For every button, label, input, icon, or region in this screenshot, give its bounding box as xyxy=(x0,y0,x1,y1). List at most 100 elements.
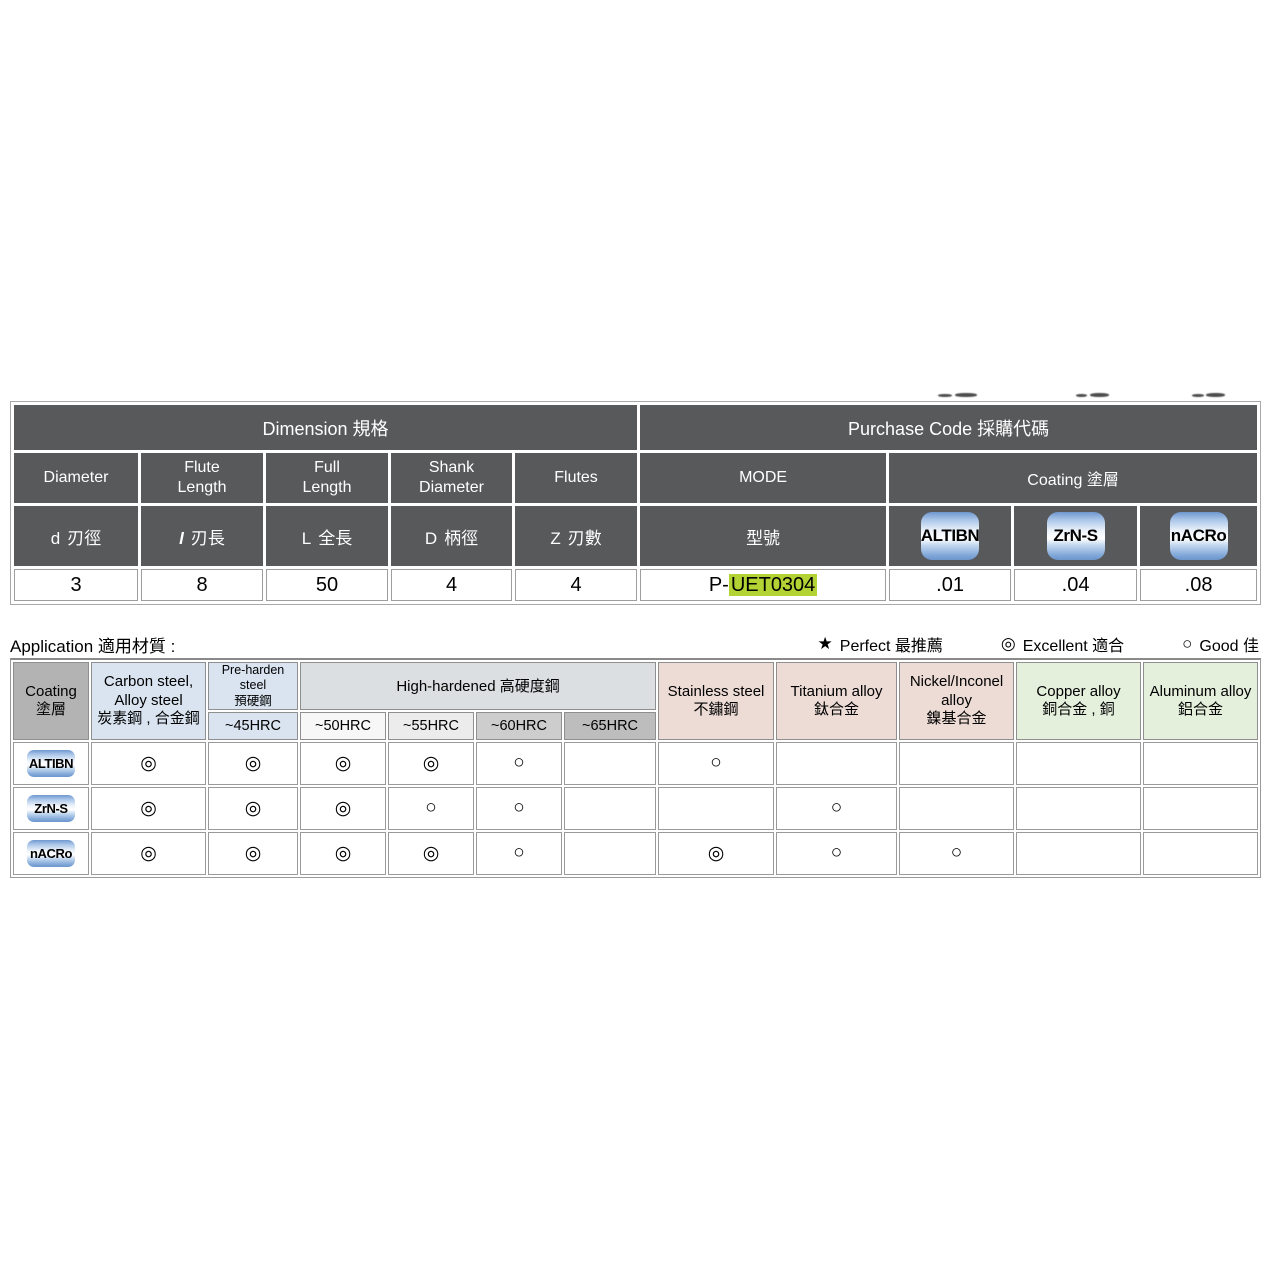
rating-cell: ◎ xyxy=(208,786,298,830)
rating-cell xyxy=(899,786,1015,830)
header-65hrc: ~65HRC xyxy=(564,711,657,740)
rating-cell: ◎ xyxy=(91,786,206,830)
full-length-value: 50 xyxy=(266,569,388,601)
header-copper-alloy: Copper alloy 銅合金 , 銅 xyxy=(1016,662,1142,740)
unit-header-d: d 刃徑 xyxy=(14,506,138,566)
unit-header-Z: Z 刃數 xyxy=(515,506,638,566)
rating-cell xyxy=(564,741,657,785)
cropped-image-remnant xyxy=(938,394,952,397)
rating-cell xyxy=(658,786,775,830)
purchase-code-nacro: .08 xyxy=(1140,569,1258,601)
header-high-hardened: High-hardened 高硬度鋼 xyxy=(300,662,657,710)
legend-label-good: Good 佳 xyxy=(1199,638,1259,655)
cropped-image-remnant xyxy=(1090,393,1109,397)
column-header-diameter: Diameter xyxy=(14,453,138,503)
circle-icon: ○ xyxy=(1182,634,1193,653)
coating-badge-zrn-s: ZrN-S xyxy=(1046,512,1105,560)
cropped-image-remnant xyxy=(1206,393,1225,397)
rating-cell: ◎ xyxy=(658,831,775,875)
rating-cell: ◎ xyxy=(91,831,206,875)
flutes-value: 4 xyxy=(515,569,638,601)
application-row-altibn: ALTIBN ◎ ◎ ◎ ◎ ○ ○ xyxy=(13,741,1259,785)
header-coating: Coating 塗層 xyxy=(13,662,89,740)
coating-column-zrn-s: ZrN-S xyxy=(1014,506,1138,566)
rating-cell xyxy=(1016,741,1142,785)
application-row-nacro: nACRo ◎ ◎ ◎ ◎ ○ ◎ ○ ○ xyxy=(13,831,1259,875)
rating-cell: ◎ xyxy=(300,741,386,785)
unit-header-D: D 柄徑 xyxy=(391,506,512,566)
rating-cell: ○ xyxy=(776,786,898,830)
rating-cell: ○ xyxy=(388,786,474,830)
rating-cell: ○ xyxy=(658,741,775,785)
rating-cell: ○ xyxy=(476,741,562,785)
symbol-D: D xyxy=(424,528,438,548)
coating-badge-cell: ZrN-S xyxy=(13,786,89,830)
column-header-mode: MODE xyxy=(640,453,887,503)
mode-prefix: P- xyxy=(708,573,729,596)
rating-cell xyxy=(899,741,1015,785)
coating-badge-cell: ALTIBN xyxy=(13,741,89,785)
application-title: Application 適用材質 : xyxy=(10,637,176,656)
rating-cell: ○ xyxy=(776,831,898,875)
coating-badge-cell: nACRo xyxy=(13,831,89,875)
coating-column-altibn: ALTIBN xyxy=(889,506,1012,566)
star-icon: ★ xyxy=(817,634,833,653)
header-45hrc: ~45HRC xyxy=(208,711,298,740)
unit-header-l: l 刃長 xyxy=(141,506,263,566)
rating-cell xyxy=(1143,741,1259,785)
rating-cell: ○ xyxy=(476,831,562,875)
column-header-coating: Coating 塗層 xyxy=(889,453,1258,503)
double-circle-icon: ◎ xyxy=(1000,634,1016,653)
header-nickel-inconel-alloy: Nickel/Inconel alloy 鎳基合金 xyxy=(899,662,1015,740)
legend-item-perfect: ★ Perfect 最推薦 xyxy=(818,632,943,656)
column-header-flute-length: Flute Length xyxy=(141,453,263,503)
group-header-dimension: Dimension 規格 xyxy=(14,405,638,450)
rating-cell: ◎ xyxy=(208,831,298,875)
column-header-full-length: Full Length xyxy=(266,453,388,503)
rating-cell xyxy=(564,831,657,875)
rating-cell: ◎ xyxy=(300,831,386,875)
column-header-shank-diameter: Shank Diameter xyxy=(391,453,512,503)
application-table: Coating 塗層 Carbon steel, Alloy steel 炭素鋼… xyxy=(10,658,1262,878)
cropped-image-remnant xyxy=(1076,394,1087,397)
legend-label-perfect: Perfect 最推薦 xyxy=(839,638,943,655)
header-aluminum-alloy: Aluminum alloy 鋁合金 xyxy=(1143,662,1259,740)
cropped-image-remnant xyxy=(1192,394,1204,397)
header-60hrc: ~60HRC xyxy=(476,711,562,740)
rating-cell xyxy=(564,786,657,830)
header-preharden-steel: Pre-harden steel 預硬鋼 xyxy=(208,662,298,710)
coating-badge-altibn: ALTIBN xyxy=(921,512,980,560)
rating-cell: ◎ xyxy=(388,741,474,785)
rating-cell xyxy=(1016,831,1142,875)
mode-value: P- UET0304 xyxy=(640,569,887,601)
symbol-L: L xyxy=(301,528,312,548)
rating-cell: ◎ xyxy=(300,786,386,830)
cropped-image-remnant xyxy=(955,393,977,397)
legend-item-excellent: ◎ Excellent 適合 xyxy=(1001,632,1124,656)
application-row-zrn-s: ZrN-S ◎ ◎ ◎ ○ ○ ○ xyxy=(13,786,1259,830)
header-stainless-steel: Stainless steel 不鏽鋼 xyxy=(658,662,775,740)
diameter-value: 3 xyxy=(14,569,138,601)
symbol-l: l xyxy=(179,528,184,548)
rating-cell xyxy=(1143,786,1259,830)
rating-cell: ○ xyxy=(476,786,562,830)
rating-cell: ○ xyxy=(899,831,1015,875)
shank-diameter-value: 4 xyxy=(391,569,512,601)
symbol-d: d xyxy=(50,528,61,548)
rating-cell: ◎ xyxy=(91,741,206,785)
purchase-code-zrn-s: .04 xyxy=(1014,569,1138,601)
rating-cell xyxy=(1143,831,1259,875)
rating-cell: ◎ xyxy=(388,831,474,875)
rating-legend: ★ Perfect 最推薦 ◎ Excellent 適合 ○ Good 佳 xyxy=(818,632,1259,656)
header-titanium-alloy: Titanium alloy 鈦合金 xyxy=(776,662,898,740)
header-50hrc: ~50HRC xyxy=(300,711,386,740)
rating-cell xyxy=(776,741,898,785)
coating-column-nacro: nACRo xyxy=(1140,506,1258,566)
header-carbon-steel: Carbon steel, Alloy steel 炭素鋼 , 合金鋼 xyxy=(91,662,206,740)
header-55hrc: ~55HRC xyxy=(388,711,474,740)
dimension-purchase-table: Dimension 規格 Purchase Code 採購代碼 Diameter… xyxy=(10,401,1262,605)
purchase-code-altibn: .01 xyxy=(889,569,1012,601)
symbol-Z: Z xyxy=(550,528,561,548)
group-header-purchase-code: Purchase Code 採購代碼 xyxy=(640,405,1258,450)
